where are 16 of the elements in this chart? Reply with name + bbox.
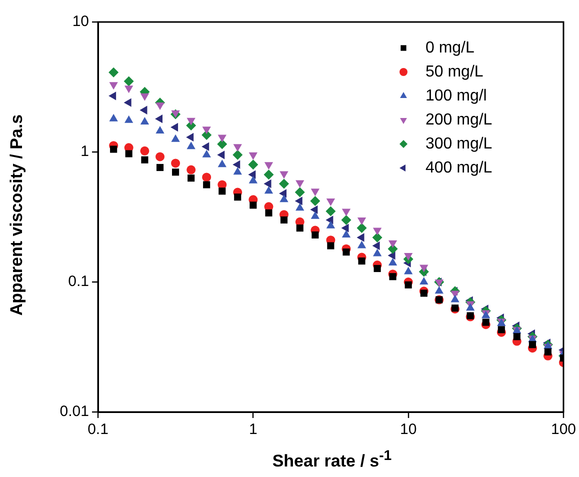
y-axis-title: Apparent viscosity / Pa.s	[7, 113, 27, 318]
legend-label: 400 mg/L	[425, 159, 492, 176]
x-axis-title: Shear rate / s$^{-1}$	[271, 448, 393, 472]
y-tick-label: 0.01	[60, 403, 89, 420]
y-tick-label: 10	[72, 13, 89, 30]
legend-label: 0 mg/L	[425, 39, 474, 56]
legend-label: 200 mg/L	[425, 111, 492, 128]
x-tick-label: 10	[400, 421, 417, 438]
y-tick-label: 1	[80, 143, 89, 160]
x-tick-label: 0.1	[88, 421, 108, 438]
legend-label: 100 mg/l	[425, 87, 487, 104]
x-tick-label: 100	[550, 421, 576, 438]
legend-label: 50 mg/L	[425, 63, 484, 80]
x-tick-label: 1	[248, 421, 258, 438]
legend-label: 300 mg/L	[425, 135, 492, 152]
y-tick-label: 0.1	[68, 273, 89, 290]
